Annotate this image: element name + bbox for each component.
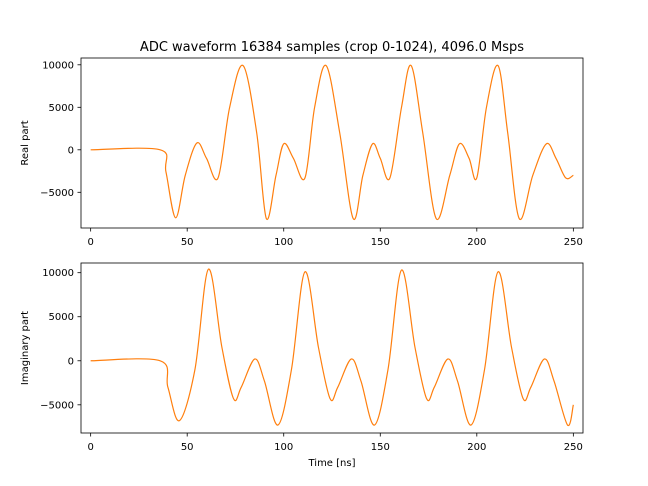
figure-title: ADC waveform 16384 samples (crop 0-1024)… (140, 40, 524, 55)
x-tick-label: 100 (274, 237, 293, 248)
axes-frame (80, 262, 584, 434)
x-tick-label: 100 (274, 442, 293, 453)
x-tick-label: 150 (371, 237, 390, 248)
series-line (90, 268, 574, 427)
series-line (90, 64, 574, 220)
y-axis-label: Real part (20, 120, 31, 165)
y-tick-label: −5000 (40, 188, 74, 199)
x-tick-label: 0 (87, 442, 93, 453)
y-tick-label: 5000 (49, 312, 74, 323)
x-tick-label: 250 (564, 442, 583, 453)
x-tick-label: 50 (181, 442, 194, 453)
y-tick-label: 0 (68, 145, 74, 156)
y-tick-label: 10000 (42, 60, 74, 71)
x-tick-label: 200 (467, 237, 486, 248)
x-tick-label: 250 (564, 237, 583, 248)
x-axis-label: Time [ns] (307, 458, 355, 469)
x-tick-label: 0 (87, 237, 93, 248)
y-tick-label: 5000 (49, 103, 74, 114)
x-tick-label: 50 (181, 237, 194, 248)
imaginary-part-panel: 0 50 100 150 200 250 −5000 0 5000 10000 Imaginary … (20, 262, 584, 469)
x-tick-label: 150 (371, 442, 390, 453)
y-tick-label: 0 (68, 356, 74, 367)
y-axis-label: Imaginary part (20, 311, 31, 385)
axes-frame (80, 57, 584, 229)
real-part-panel: 0 50 100 150 200 250 −5000 0 5000 10000 Real part (20, 57, 584, 248)
x-tick-label: 200 (467, 442, 486, 453)
y-tick-label: 10000 (42, 268, 74, 279)
y-tick-label: −5000 (40, 400, 74, 411)
